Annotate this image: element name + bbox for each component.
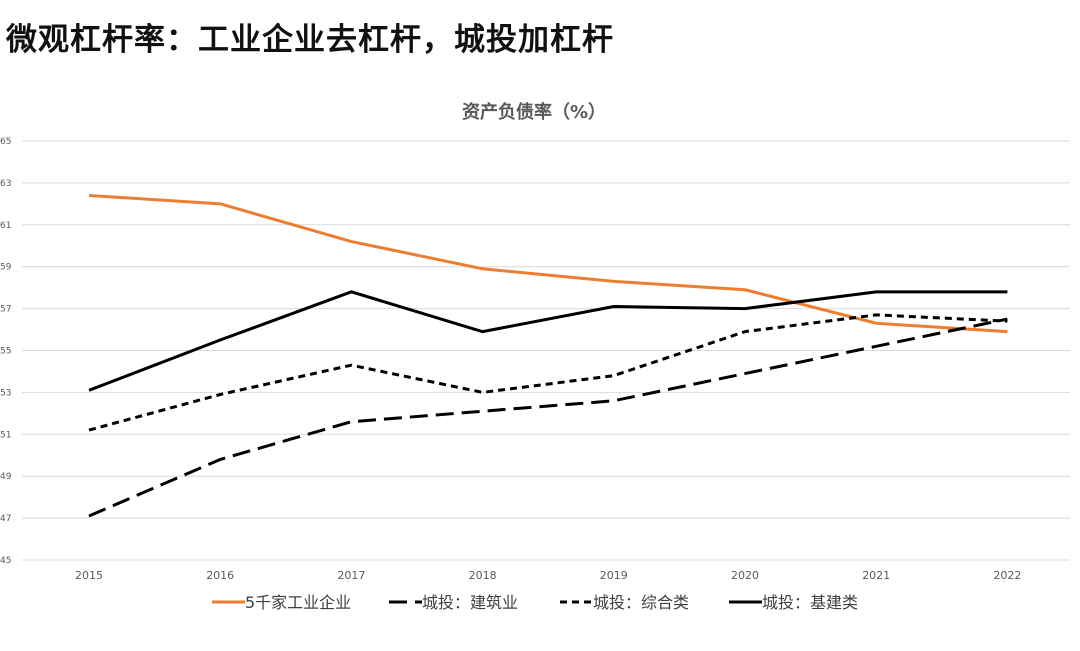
y-tick-label: 47 [0, 514, 11, 524]
y-tick-label: 45 [0, 556, 11, 566]
x-tick-label: 2022 [993, 569, 1021, 582]
y-tick-label: 65 [0, 137, 11, 147]
x-tick-label: 2018 [469, 569, 497, 582]
x-tick-label: 2021 [862, 569, 890, 582]
y-tick-label: 59 [0, 263, 12, 273]
legend: 5千家工业企业 城投：建筑业 城投：综合类 城投：基建类 [212, 593, 858, 612]
x-tick-label: 2019 [600, 569, 628, 582]
series-line-0 [88, 193, 1008, 334]
gridlines [22, 140, 1070, 561]
x-tick-label: 2016 [206, 569, 234, 582]
y-axis-ticks: 45 47 49 51 53 55 57 59 61 63 65 [0, 137, 12, 566]
x-axis-ticks: 2015 2016 2017 2018 2019 2020 2021 2022 [75, 569, 1021, 582]
y-tick-label: 55 [0, 347, 11, 357]
series-line-2 [88, 313, 1008, 432]
legend-label: 城投：综合类 [593, 593, 689, 612]
series-line-3 [88, 290, 1008, 392]
x-tick-label: 2017 [337, 569, 365, 582]
y-tick-label: 53 [0, 388, 11, 398]
x-tick-label: 2020 [731, 569, 759, 582]
x-tick-label: 2015 [75, 569, 103, 582]
y-tick-label: 49 [0, 472, 12, 482]
legend-label: 5千家工业企业 [245, 593, 351, 612]
y-tick-label: 63 [0, 179, 11, 189]
chart-title: 资产负债率（%） [462, 101, 606, 123]
legend-label: 城投：基建类 [762, 593, 858, 612]
y-tick-label: 57 [0, 305, 11, 315]
y-tick-label: 51 [0, 430, 11, 440]
series-lines [88, 193, 1008, 518]
legend-label: 城投：建筑业 [422, 593, 518, 612]
y-tick-label: 61 [0, 221, 11, 231]
page-title: 微观杠杆率：工业企业去杠杆，城投加杠杆 [6, 22, 614, 58]
series-line-1 [88, 317, 1008, 518]
